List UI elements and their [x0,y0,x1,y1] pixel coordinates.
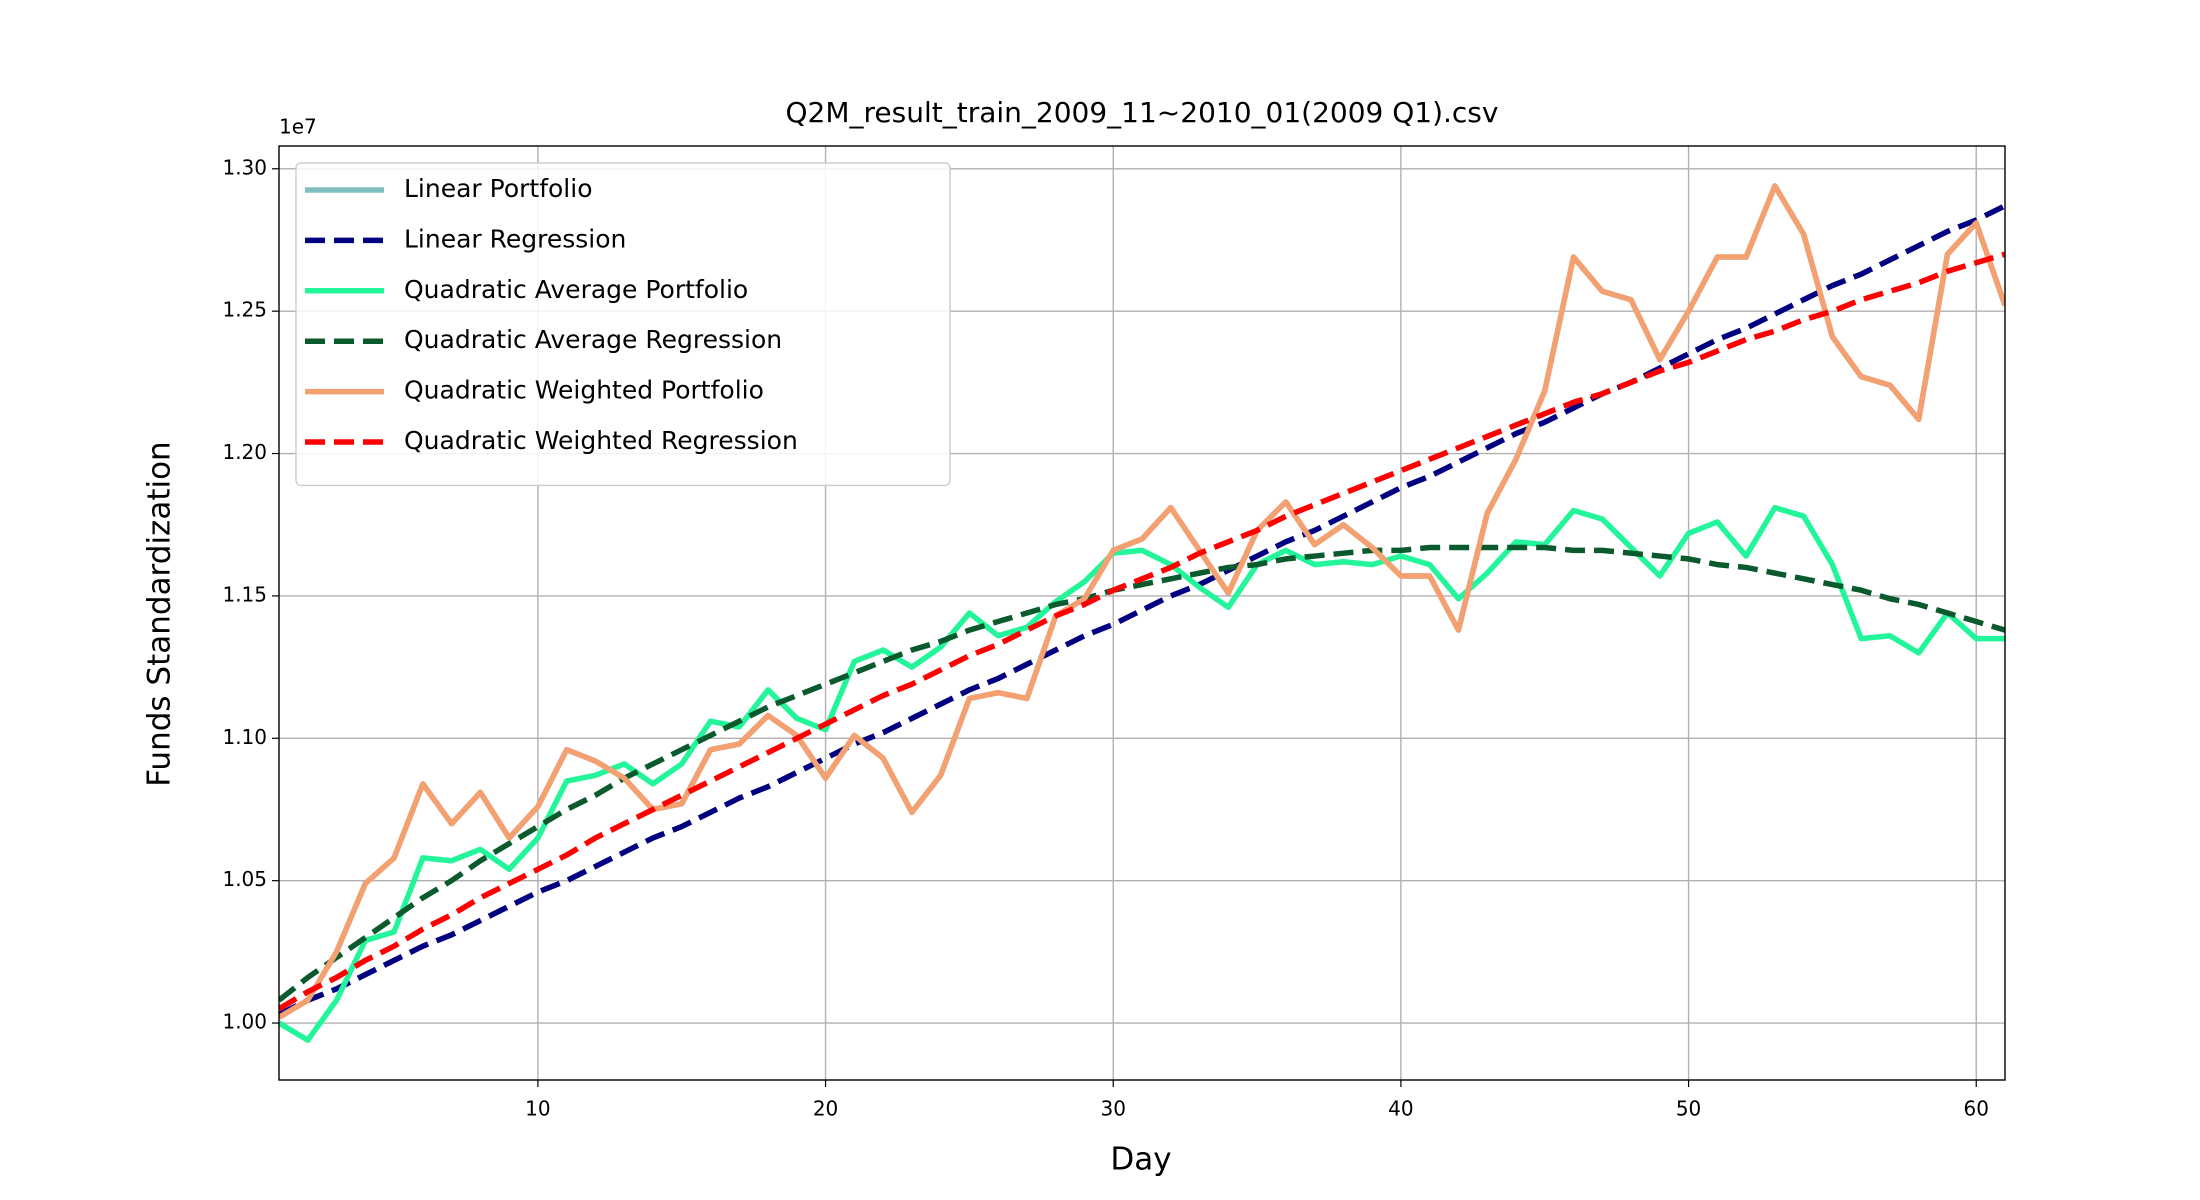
y-tick-label: 1.25 [222,298,267,322]
chart-title: Q2M_result_train_2009_11~2010_01(2009 Q1… [786,96,1499,129]
y-tick-label: 1.00 [222,1010,267,1034]
x-tick-label: 30 [1101,1097,1126,1121]
x-tick-label: 20 [813,1097,838,1121]
y-tick-label: 1.05 [222,867,267,891]
x-tick-label: 10 [525,1097,550,1121]
legend-label: Linear Regression [404,224,626,253]
legend-box [295,162,951,487]
series-line [279,544,2005,1003]
legend-label: Linear Portfolio [404,174,593,203]
y-tick-label: 1.10 [222,725,267,749]
y-offset-label: 1e7 [279,115,317,139]
y-tick-label: 1.30 [222,155,267,179]
x-tick-label: 40 [1388,1097,1413,1121]
plot-frame [278,145,2006,1081]
legend-label: Quadratic Average Regression [404,325,782,354]
legend-label: Quadratic Weighted Portfolio [404,376,764,405]
x-tick-label: 60 [1964,1097,1989,1121]
x-axis-label: Day [1110,1142,1171,1178]
y-tick-label: 1.15 [222,582,267,606]
series-line [279,183,2005,1020]
y-axis-label: Funds Standardization [142,441,178,786]
legend-label: Quadratic Average Portfolio [404,275,748,304]
series-line [279,504,2005,1043]
x-tick-label: 50 [1676,1097,1701,1121]
y-tick-label: 1.20 [222,440,267,464]
legend: Linear Portfolio Linear Regression Quadrat… [295,162,951,487]
series-line [279,251,2005,1012]
legend-label: Quadratic Weighted Regression [404,426,798,455]
